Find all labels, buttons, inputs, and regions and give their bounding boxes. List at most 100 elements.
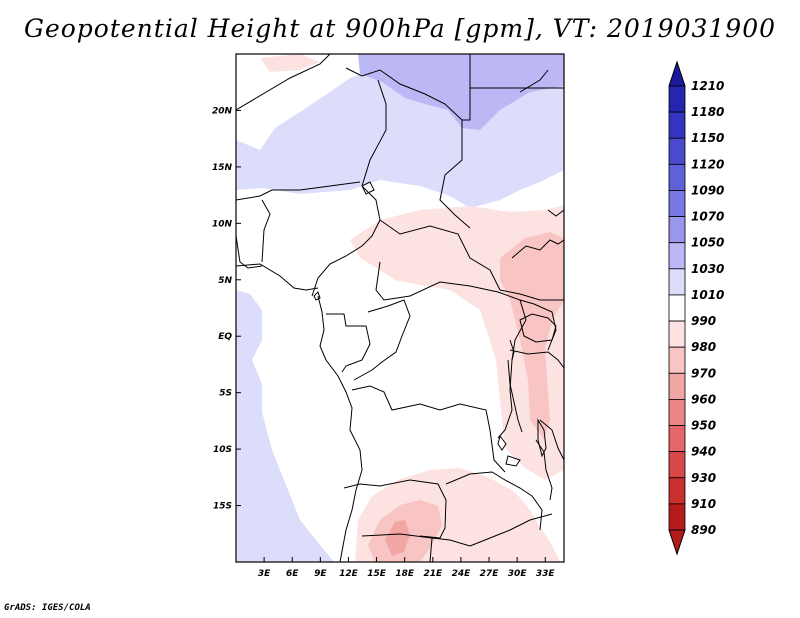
colorbar-label: 940 <box>691 445 716 459</box>
border-nigeria <box>311 185 381 297</box>
border-car-north <box>379 219 501 291</box>
border-ethiopia <box>511 239 564 259</box>
colorbar-label: 890 <box>691 523 716 537</box>
map-frame <box>235 53 565 563</box>
border-north-1 <box>236 54 331 111</box>
lon-tick-label: 9E <box>314 569 327 579</box>
colorbar-label: 1050 <box>691 236 724 250</box>
colorbar-segment <box>668 137 686 165</box>
lat-tick-label: 15S <box>213 502 232 512</box>
colorbar-segment <box>668 399 686 426</box>
colorbar-segment <box>668 190 686 217</box>
colorbar-label: 960 <box>691 392 716 406</box>
colorbar-label: 1120 <box>691 157 724 171</box>
colorbar-segment <box>668 425 686 453</box>
lon-tick-label: 12E <box>339 569 359 579</box>
colorbar-segment <box>668 111 686 139</box>
chart-title: Geopotential Height at 900hPa [gpm], VT:… <box>23 14 777 43</box>
colorbar-segment <box>668 163 686 191</box>
border-east-2 <box>547 209 564 217</box>
field-1030-north <box>358 54 564 130</box>
grads-credit: GrADS: IGES/COLA <box>4 603 91 613</box>
colorbar-label: 1090 <box>691 183 724 197</box>
lake-malawi <box>537 418 547 458</box>
border-wa-1 <box>236 181 361 201</box>
border-lake-tanganyika <box>507 359 523 433</box>
colorbar-segment <box>668 503 686 531</box>
colorbar-label: 930 <box>691 471 716 485</box>
colorbar-label: 1010 <box>691 288 724 302</box>
colorbar-segment <box>668 320 686 348</box>
lat-tick-label: EQ <box>218 332 232 342</box>
colorbar-label: 1150 <box>691 131 724 145</box>
border-tanzania <box>509 349 564 369</box>
lake-kariba <box>505 455 521 467</box>
island-bioko <box>313 291 321 301</box>
field-960-south <box>385 520 410 556</box>
border-angola-south <box>343 479 447 539</box>
colorbar-label: 970 <box>691 366 716 380</box>
boundaries <box>236 54 564 562</box>
colorbar-label: 980 <box>691 340 716 354</box>
colorbar-segment <box>668 268 686 296</box>
lon-tick-label: 30E <box>508 569 528 579</box>
lake-chad <box>361 181 375 195</box>
colorbar-label: 910 <box>691 497 716 511</box>
field-970-east <box>500 232 564 440</box>
border-malawi <box>535 439 553 501</box>
colorbar-segment <box>668 242 686 270</box>
border-drc-west <box>351 385 506 473</box>
lon-tick-label: 6E <box>286 569 299 579</box>
lake-kivu <box>509 339 515 361</box>
lon-tick-label: 27E <box>480 569 500 579</box>
lon-tick-label: 18E <box>395 569 415 579</box>
colorbar-bottom-arrow <box>668 529 686 556</box>
lat-tick-label: 5S <box>219 389 232 399</box>
field-1010-sw <box>236 290 334 562</box>
colorbar-label: 1070 <box>691 210 724 224</box>
colorbar-label: 990 <box>691 314 716 328</box>
border-wa-2 <box>261 199 271 263</box>
lat-tick-label: 10S <box>213 445 232 455</box>
border-moz <box>539 419 564 461</box>
lon-tick-label: 15E <box>367 569 387 579</box>
border-car-south <box>375 261 521 301</box>
lake-victoria <box>519 313 557 343</box>
colorbar-segment <box>668 216 686 244</box>
lon-tick-label: 33E <box>536 569 556 579</box>
border-zim <box>469 513 553 547</box>
colorbar-segment <box>668 346 686 374</box>
coastline-gulf <box>236 263 319 291</box>
border-zambia <box>445 471 543 531</box>
border-chad-sudan <box>439 120 471 229</box>
colorbar-segment <box>668 477 686 505</box>
border-north-2 <box>345 54 471 121</box>
border-drc-east <box>497 299 527 439</box>
coastline-west <box>317 295 363 562</box>
border-east-1 <box>499 289 564 301</box>
border-congo <box>353 299 411 381</box>
colorbar-segment <box>668 85 686 113</box>
field-980-north <box>260 54 320 72</box>
lat-tick-label: 10N <box>212 219 233 229</box>
latitude-axis: 20N 15N 10N 5N EQ 5S 10S 15S <box>212 106 241 512</box>
coast-red-sea <box>519 69 549 93</box>
colorbar-label: 1030 <box>691 262 724 276</box>
lat-tick-label: 20N <box>212 106 233 116</box>
border-gabon <box>326 313 371 373</box>
colorbar-label: 950 <box>691 419 716 433</box>
lat-tick-label: 15N <box>212 163 233 173</box>
colorbar-label: 1180 <box>691 105 724 119</box>
colorbar-segment <box>668 294 686 322</box>
longitude-axis: 3E 6E 9E 12E 15E 18E 21E 24E 27E 30E 33E <box>258 557 556 579</box>
height-field <box>236 54 564 562</box>
border-chad-east <box>361 79 387 187</box>
colorbar-top-arrow <box>668 60 686 87</box>
border-botswana <box>429 537 433 562</box>
colorbar-segment <box>668 451 686 479</box>
lon-tick-label: 24E <box>452 569 472 579</box>
lon-tick-label: 21E <box>423 569 443 579</box>
colorbar: 1210 1180 1150 1120 1090 1070 1050 1030 1010 990 9… <box>668 60 724 556</box>
lon-tick-label: 3E <box>258 569 271 579</box>
